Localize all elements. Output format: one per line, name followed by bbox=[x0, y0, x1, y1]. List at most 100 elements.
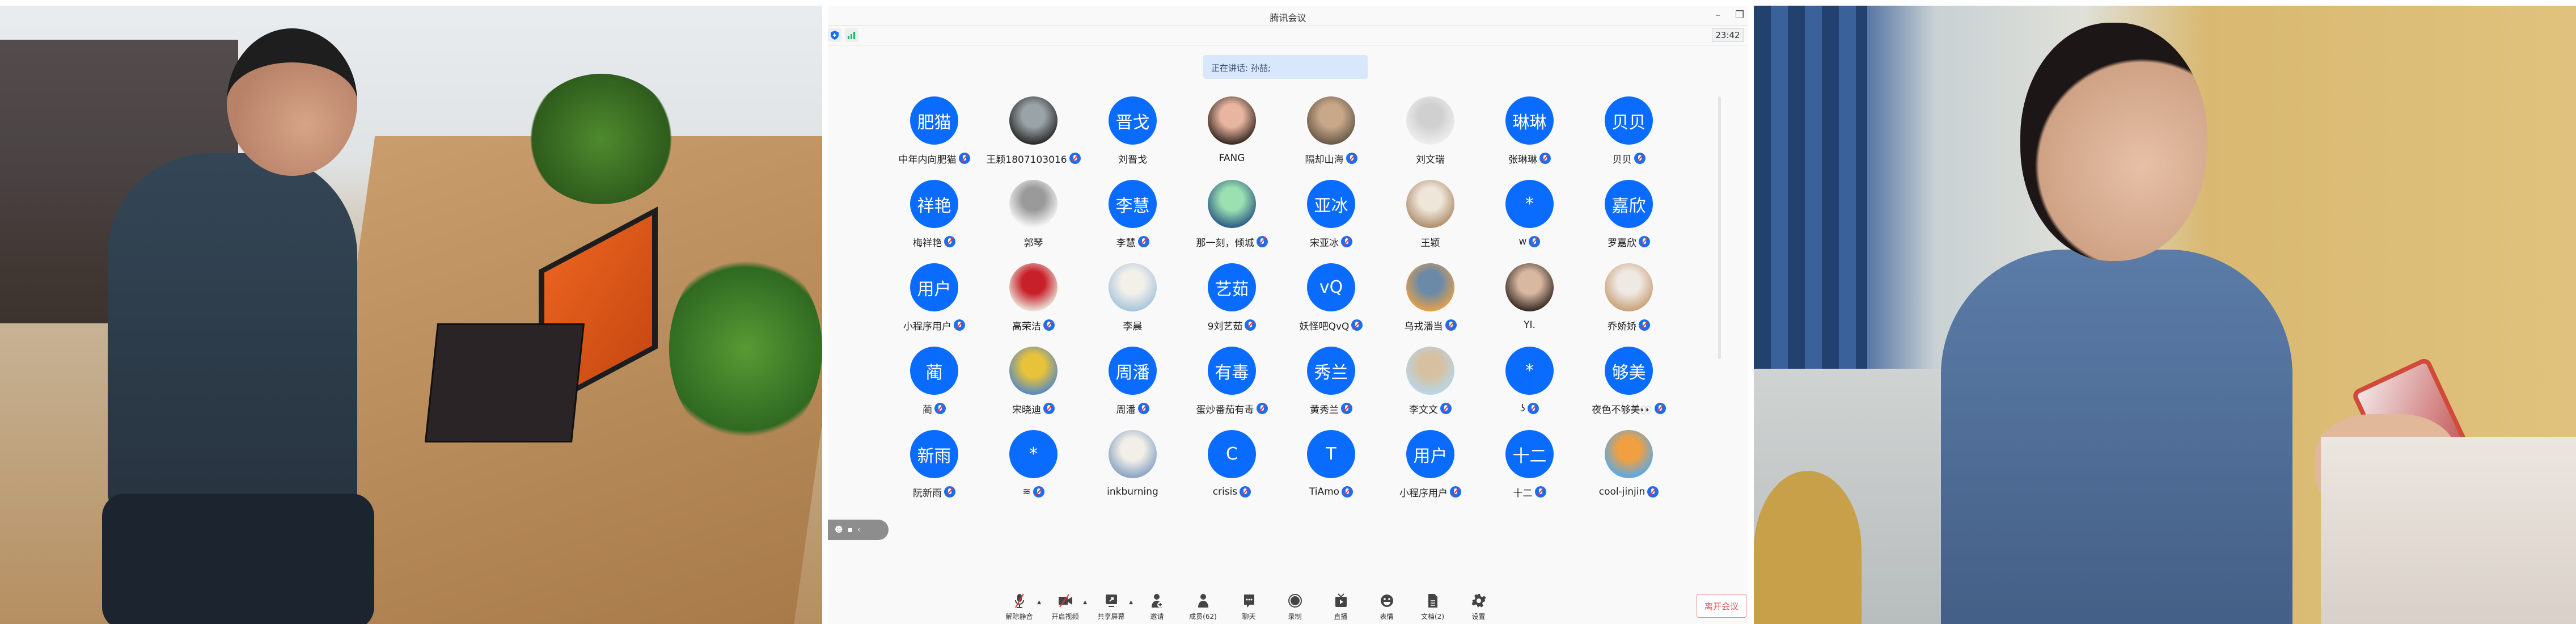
participant-name: 妖怪吧QvQ bbox=[1299, 321, 1350, 332]
mic-muted-icon bbox=[1137, 236, 1149, 247]
participant-tile[interactable]: FANG bbox=[1182, 96, 1281, 180]
participant-tile[interactable]: 新雨 阮新雨 bbox=[885, 430, 984, 513]
emoji-icon[interactable]: ☻ bbox=[835, 525, 843, 534]
participant-label: 宋亚冰 bbox=[1276, 235, 1386, 249]
left-photo-man-at-laptop bbox=[0, 6, 822, 624]
participant-tile[interactable]: 隔却山海 bbox=[1281, 96, 1381, 180]
participant-name: 小程序用户 bbox=[903, 321, 951, 332]
participant-tile[interactable]: 祥艳 梅祥艳 bbox=[885, 180, 984, 263]
participant-tile[interactable]: T TiAmo bbox=[1281, 430, 1381, 513]
toolbar-button-emoji[interactable]: 表情 bbox=[1364, 593, 1410, 624]
toolbar-button-mic-muted[interactable]: 解除静音 ▲ bbox=[996, 593, 1042, 624]
participant-tile[interactable]: 十二 十二 bbox=[1480, 430, 1579, 513]
toolbar-button-label: 聊天 bbox=[1242, 613, 1256, 621]
caret-up-icon[interactable]: ▲ bbox=[1037, 600, 1041, 605]
avatar-photo bbox=[1505, 263, 1554, 311]
participant-label: 蔺 bbox=[885, 402, 989, 416]
participant-tile[interactable]: 有毒 蛋炒番茄有毒 bbox=[1182, 347, 1281, 430]
participant-tile[interactable]: 宋晓迪 bbox=[984, 347, 1083, 430]
participant-name: 宋亚冰 bbox=[1310, 237, 1339, 249]
floating-mini-toolbar[interactable]: ☻ ▪ ‹ bbox=[828, 520, 889, 540]
toolbar-button-chat[interactable]: 聊天 bbox=[1226, 593, 1272, 624]
toolbar-button-members[interactable]: 成员(62) bbox=[1180, 593, 1226, 624]
mic-muted-icon bbox=[1256, 236, 1268, 247]
participant-tile[interactable]: 琳琳 张琳琳 bbox=[1480, 96, 1579, 180]
participant-name: 中年内向肥猫 bbox=[898, 154, 957, 166]
participant-tile[interactable]: 李文文 bbox=[1381, 347, 1480, 430]
toolbar-button-camera-off[interactable]: 开启视频 ▲ bbox=[1042, 593, 1088, 624]
participant-tile[interactable]: vQ 妖怪吧QvQ bbox=[1281, 263, 1381, 347]
participant-tile[interactable]: 王颖1807103016 bbox=[984, 96, 1083, 180]
mic-muted-icon bbox=[1534, 486, 1546, 497]
avatar-initials: * bbox=[1505, 180, 1554, 228]
toolbar-button-record[interactable]: 录制 bbox=[1272, 593, 1318, 624]
participant-tile[interactable]: * w bbox=[1480, 180, 1579, 263]
toolbar-button-document[interactable]: 文档(2) bbox=[1410, 593, 1456, 624]
participant-tile[interactable]: 周潘 周潘 bbox=[1083, 347, 1182, 430]
participant-tile[interactable]: 够美 夜色不够美👀 bbox=[1579, 347, 1678, 430]
participant-tile[interactable]: 艺茹 9刘艺茹 bbox=[1182, 263, 1281, 347]
participant-tile[interactable]: cool-jinjin bbox=[1579, 430, 1678, 513]
network-signal-icon[interactable] bbox=[845, 28, 858, 42]
participant-name: 刘晋戈 bbox=[1118, 154, 1147, 166]
participant-tile[interactable]: YI. bbox=[1480, 263, 1579, 347]
participant-label: 梅祥艳 bbox=[885, 235, 989, 249]
restore-icon[interactable]: ❐ bbox=[1735, 9, 1745, 21]
participant-tile[interactable]: 晋戈 刘晋戈 bbox=[1083, 96, 1182, 180]
mic-muted-icon bbox=[944, 486, 955, 497]
caret-up-icon[interactable]: ▲ bbox=[1083, 600, 1087, 605]
mic-muted-icon bbox=[1256, 403, 1268, 414]
participant-label: 张琳琳 bbox=[1474, 151, 1585, 166]
toolbar-button-live[interactable]: 直播 bbox=[1318, 593, 1364, 624]
participant-tile[interactable]: 乔娇娇 bbox=[1579, 263, 1678, 347]
participant-tile[interactable]: 蔺蔺 bbox=[885, 347, 984, 430]
participant-tile[interactable]: 嘉欣 罗嘉欣 bbox=[1579, 180, 1678, 263]
avatar-initials: 嘉欣 bbox=[1605, 180, 1653, 228]
toolbar-button-invite[interactable]: 邀请 bbox=[1134, 593, 1180, 624]
security-shield-icon[interactable] bbox=[828, 28, 841, 42]
participant-tile[interactable]: 刘文瑞 bbox=[1381, 96, 1480, 180]
toolbar-button-share-screen[interactable]: 共享屏幕 ▲ bbox=[1088, 593, 1134, 624]
participant-label: 隔却山海 bbox=[1276, 151, 1386, 166]
participant-tile[interactable]: 郭琴 bbox=[984, 180, 1083, 263]
participant-tile[interactable]: 王颖 bbox=[1381, 180, 1480, 263]
participant-tile[interactable]: * ≋ bbox=[984, 430, 1083, 513]
speaking-indicator: 正在讲话: 孙喆; bbox=[1203, 55, 1368, 79]
minimize-icon[interactable]: – bbox=[1715, 9, 1720, 21]
toolbar-button-gear[interactable]: 设置 bbox=[1456, 593, 1501, 624]
window-title: 腾讯会议 bbox=[1270, 12, 1306, 23]
mic-muted-icon bbox=[1351, 319, 1363, 331]
participant-tile[interactable]: * ʖ bbox=[1480, 347, 1579, 430]
participant-tile[interactable]: 亚冰 宋亚冰 bbox=[1281, 180, 1381, 263]
plant bbox=[527, 74, 675, 204]
avatar-initials: 十二 bbox=[1505, 430, 1554, 478]
participant-name: TiAmo bbox=[1309, 486, 1340, 497]
participant-label: 乌戎潘当 bbox=[1375, 318, 1486, 332]
participant-tile[interactable]: 贝贝 贝贝 bbox=[1579, 96, 1678, 180]
collapse-chevron-icon[interactable]: ‹ bbox=[857, 525, 861, 534]
avatar-photo bbox=[1605, 263, 1653, 311]
leave-meeting-button[interactable]: 离开会议 bbox=[1697, 594, 1746, 618]
participant-tile[interactable]: 李慧 李慧 bbox=[1083, 180, 1182, 263]
participant-tile[interactable]: 那一刻，倾城 bbox=[1182, 180, 1281, 263]
scrollbar[interactable] bbox=[1718, 96, 1721, 359]
chat-icon[interactable]: ▪ bbox=[847, 525, 853, 534]
participant-name: 刘文瑞 bbox=[1416, 154, 1445, 166]
caret-up-icon[interactable]: ▲ bbox=[1129, 600, 1133, 605]
chat-icon bbox=[1242, 593, 1257, 609]
participant-name: cool-jinjin bbox=[1598, 486, 1646, 497]
participant-tile[interactable]: 肥猫 中年内向肥猫 bbox=[885, 96, 984, 180]
chair-back bbox=[1754, 471, 1862, 624]
participant-tile[interactable]: 乌戎潘当 bbox=[1381, 263, 1480, 347]
participant-tile[interactable]: 用户 小程序用户 bbox=[1381, 430, 1480, 513]
avatar-initials: 祥艳 bbox=[910, 180, 958, 228]
person-head bbox=[2020, 23, 2207, 261]
participant-label: TiAmo bbox=[1276, 485, 1386, 499]
participant-tile[interactable]: inkburning bbox=[1083, 430, 1182, 513]
participant-tile[interactable]: 秀兰 黄秀兰 bbox=[1281, 347, 1381, 430]
participant-tile[interactable]: 李晨 bbox=[1083, 263, 1182, 347]
participant-tile[interactable]: 高荣洁 bbox=[984, 263, 1083, 347]
participant-tile[interactable]: 用户 小程序用户 bbox=[885, 263, 984, 347]
meeting-window: 腾讯会议 – ❐ 23:42 正在讲话: 孙喆; 肥猫 中年内向肥猫 王颖18071… bbox=[828, 6, 1748, 624]
